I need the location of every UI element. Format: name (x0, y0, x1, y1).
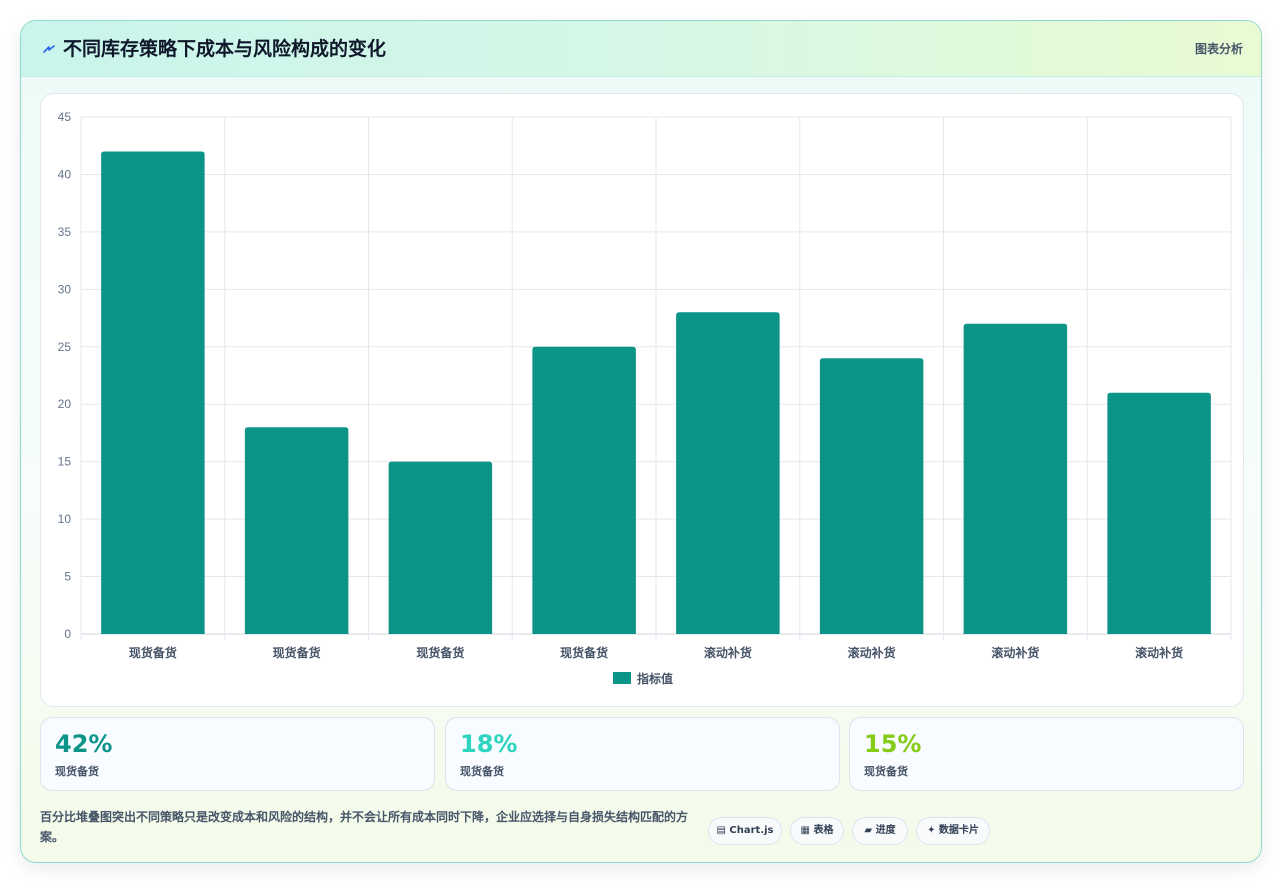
card-header: 不同库存策略下成本与风险构成的变化 图表分析 (21, 21, 1261, 77)
legend-swatch (613, 672, 631, 684)
chart-panel: 0 5 10 15 20 25 30 35 40 45 现货备货 现货备货 现货备货 现货备货 滚动补货 滚动… (40, 93, 1244, 707)
y-tick-label: 10 (58, 512, 72, 526)
x-tick-label: 现货备货 (273, 645, 321, 660)
table-pill[interactable]: ▦ 表格 (790, 817, 844, 845)
y-tick-label: 30 (58, 282, 72, 296)
y-tick-label: 35 (58, 225, 72, 239)
stat-card-3: 15% 现货备货 (849, 717, 1244, 791)
page-title: 不同库存策略下成本与风险构成的变化 (63, 38, 387, 60)
x-tick-label: 现货备货 (560, 645, 608, 660)
bar (244, 427, 349, 634)
chart-analysis-link[interactable]: 图表分析 (1194, 42, 1243, 56)
stat-value: 15% (864, 730, 922, 758)
y-tick-label: 5 (64, 570, 71, 584)
stat-card-2: 18% 现货备货 (445, 717, 840, 791)
bar (532, 346, 636, 634)
x-tick-label: 滚动补货 (991, 645, 1039, 660)
stat-card-1: 42% 现货备货 (40, 717, 435, 791)
bar (819, 358, 924, 634)
y-tick-label: 15 (58, 455, 72, 469)
stat-label: 现货备货 (460, 765, 504, 778)
bar-chart: 0 5 10 15 20 25 30 35 40 45 现货备货 现货备货 现货备货 现货备货 滚动补货 滚动… (58, 110, 1232, 686)
data-card-pill[interactable]: ✦ 数据卡片 (916, 817, 990, 845)
bar (388, 461, 493, 634)
chart-card: 不同库存策略下成本与风险构成的变化 图表分析 0 5 10 15 20 25 30 35 40 4… (20, 20, 1262, 863)
y-tick-label: 0 (64, 627, 71, 641)
chart-footnote: 百分比堆叠图突出不同策略只是改变成本和风险的结构，并不会让所有成本同时下降，企业… (40, 810, 689, 844)
bar (676, 312, 780, 634)
stat-label: 现货备货 (864, 765, 908, 778)
stat-value: 42% (55, 730, 113, 758)
x-tick-label: 滚动补货 (704, 645, 752, 660)
x-tick-label: 滚动补货 (1135, 645, 1183, 660)
chartjs-pill[interactable]: ▤ Chart.js (708, 817, 782, 845)
y-tick-label: 25 (58, 340, 72, 354)
lightning-icon (43, 45, 55, 53)
bar (101, 151, 205, 634)
stat-label: 现货备货 (55, 765, 99, 778)
stat-value: 18% (460, 730, 518, 758)
bar (1107, 392, 1211, 634)
bar (963, 323, 1068, 634)
legend-label: 指标值 (637, 671, 673, 686)
y-tick-label: 45 (58, 110, 72, 124)
y-tick-label: 20 (58, 397, 72, 411)
x-tick-label: 现货备货 (416, 645, 464, 660)
progress-pill[interactable]: ▰ 进度 (852, 817, 908, 845)
y-tick-label: 40 (58, 167, 72, 181)
x-tick-label: 滚动补货 (848, 645, 896, 660)
x-tick-label: 现货备货 (129, 645, 177, 660)
